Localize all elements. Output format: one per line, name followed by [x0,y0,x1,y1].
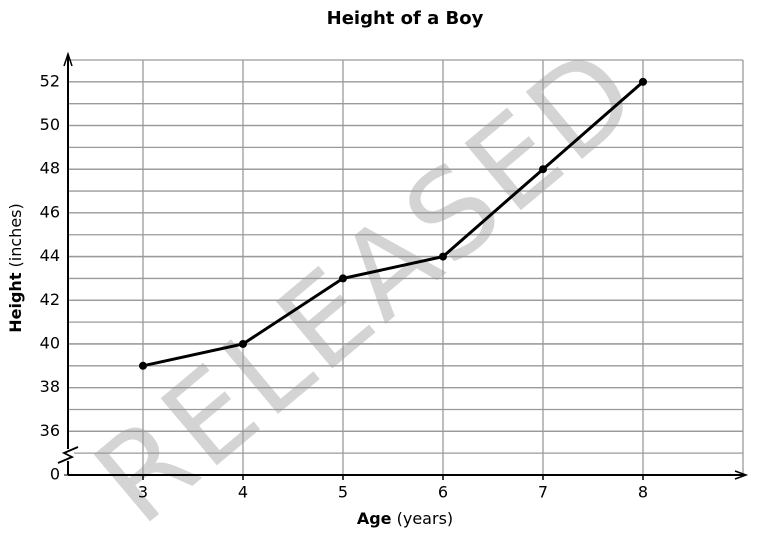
watermark: RELEASED [70,20,665,538]
y-tick-label: 50 [40,115,60,134]
x-axis-label: Age (years) [357,509,453,528]
x-axis-arrow [734,470,749,480]
x-axis-label-rest: (years) [397,509,454,528]
y-tick-label: 0 [50,465,60,484]
y-axis-label: Height (inches) [6,203,25,333]
x-tick-label: 5 [338,483,348,502]
data-point [639,77,647,86]
y-axis-label-rest: (inches) [6,203,25,267]
data-line [142,80,644,368]
y-tick-label: 36 [40,421,60,440]
chart-title: Height of a Boy [327,8,484,29]
x-tick-label: 6 [438,483,448,502]
y-axis-label-bold: Height [6,272,25,333]
y-axis-arrow [63,51,73,67]
y-tick-label: 52 [40,71,60,90]
x-tick-label: 4 [238,483,248,502]
x-tick-label: 8 [638,483,648,502]
x-axis-label-bold: Age [357,509,392,528]
data-point [239,339,247,348]
y-tick-label: 46 [40,202,60,221]
x-tick-label: 7 [538,483,548,502]
axis-break [57,446,79,464]
data-point [439,252,447,261]
y-tick-label: 40 [40,333,60,352]
data-point [139,361,147,370]
y-tick-label: 38 [40,377,60,396]
y-tick-label: 42 [40,290,60,309]
x-tick-label: 3 [138,483,148,502]
y-tick-label: 44 [40,246,60,265]
data-point [339,274,347,283]
y-tick-label: 48 [40,159,60,178]
data-point [539,165,547,174]
